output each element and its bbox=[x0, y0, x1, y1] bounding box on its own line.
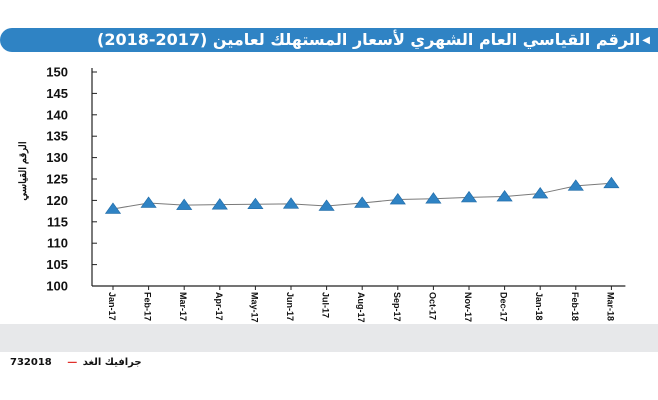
x-tick-label: Mar-17 bbox=[178, 292, 188, 321]
y-tick-label: 130 bbox=[46, 150, 68, 165]
data-point-marker: May-17: 119.1 bbox=[247, 197, 264, 210]
x-tick-label: Apr-17 bbox=[214, 292, 224, 321]
data-point-marker: Jul-17: 118.7 bbox=[318, 199, 335, 211]
y-tick-label: 120 bbox=[46, 193, 68, 208]
data-point-marker: Aug-17: 119.4 bbox=[354, 196, 371, 208]
y-tick-label: 150 bbox=[46, 65, 68, 80]
data-point-marker: Mar-17: 118.9 bbox=[176, 198, 193, 210]
chart-title: ◀الرقم القياسي العام الشهري لأسعار المست… bbox=[97, 30, 650, 49]
footer-bar bbox=[0, 324, 658, 352]
data-point-marker: Dec-17: 120.9 bbox=[496, 190, 513, 202]
x-tick-label: Sep-17 bbox=[392, 292, 402, 322]
x-tick-label: Jan-18 bbox=[534, 292, 544, 321]
y-tick-label: 105 bbox=[46, 257, 68, 272]
y-tick-label: 100 bbox=[46, 279, 68, 294]
x-tick-label: May-17 bbox=[249, 292, 259, 323]
graphic-credit: جرافيك الغد bbox=[82, 357, 142, 368]
brand-dash: — bbox=[67, 357, 78, 368]
y-axis-title: الرقم القياسي bbox=[18, 141, 29, 200]
x-tick-label: Jun-17 bbox=[285, 292, 295, 321]
line-chart: 100 105 110 115 120 125 130 135 140 145 150 الرقم ا… bbox=[18, 65, 626, 323]
data-point-marker: Sep-17: 120.2 bbox=[389, 193, 406, 205]
y-tick-label: 110 bbox=[47, 236, 68, 251]
data-point-marker: Nov-17: 120.7 bbox=[460, 190, 478, 203]
title-bar: ◀الرقم القياسي العام الشهري لأسعار المست… bbox=[0, 28, 658, 52]
x-tick-label: Jul-17 bbox=[321, 292, 331, 318]
y-tick-label: 125 bbox=[46, 172, 68, 187]
y-tick-label: 115 bbox=[47, 214, 68, 229]
y-tick-label: 145 bbox=[46, 86, 68, 101]
x-tick-label: Aug-17 bbox=[356, 292, 366, 323]
x-tick-label: Jan-17 bbox=[107, 292, 117, 321]
left-triangle-icon: ◀ bbox=[642, 35, 650, 46]
data-point-marker: Jan-17: 118 bbox=[104, 202, 122, 214]
x-tick-label: Nov-17 bbox=[463, 292, 473, 322]
graphic-id: 732018 bbox=[10, 357, 52, 368]
data-point-marker: Feb-18: 123.4 bbox=[567, 179, 584, 191]
data-point-marker: Jun-17: 119.2 bbox=[282, 197, 300, 209]
chart-title-text: الرقم القياسي العام الشهري لأسعار المسته… bbox=[97, 30, 641, 49]
data-point-marker: Feb-17: 119.4 bbox=[140, 196, 157, 208]
x-tick-label: Feb-17 bbox=[143, 292, 153, 321]
credit-line: 732018 — جرافيك الغد bbox=[10, 357, 142, 368]
data-point-marker: Jan-18: 121.6 bbox=[532, 187, 549, 199]
data-point-marker: Mar-18: 124 bbox=[603, 176, 620, 189]
y-tick-label: 140 bbox=[46, 107, 68, 122]
y-tick-label: 135 bbox=[46, 129, 68, 144]
x-tick-label: Feb-18 bbox=[570, 292, 580, 321]
x-tick-label: Dec-17 bbox=[499, 292, 509, 322]
data-point-marker: Apr-17: 119 bbox=[211, 198, 228, 210]
plot-panel bbox=[0, 52, 658, 324]
x-tick-label: Mar-18 bbox=[605, 292, 615, 321]
data-point-marker: Oct-17: 120.4 bbox=[425, 192, 442, 204]
x-tick-label: Oct-17 bbox=[427, 292, 437, 320]
